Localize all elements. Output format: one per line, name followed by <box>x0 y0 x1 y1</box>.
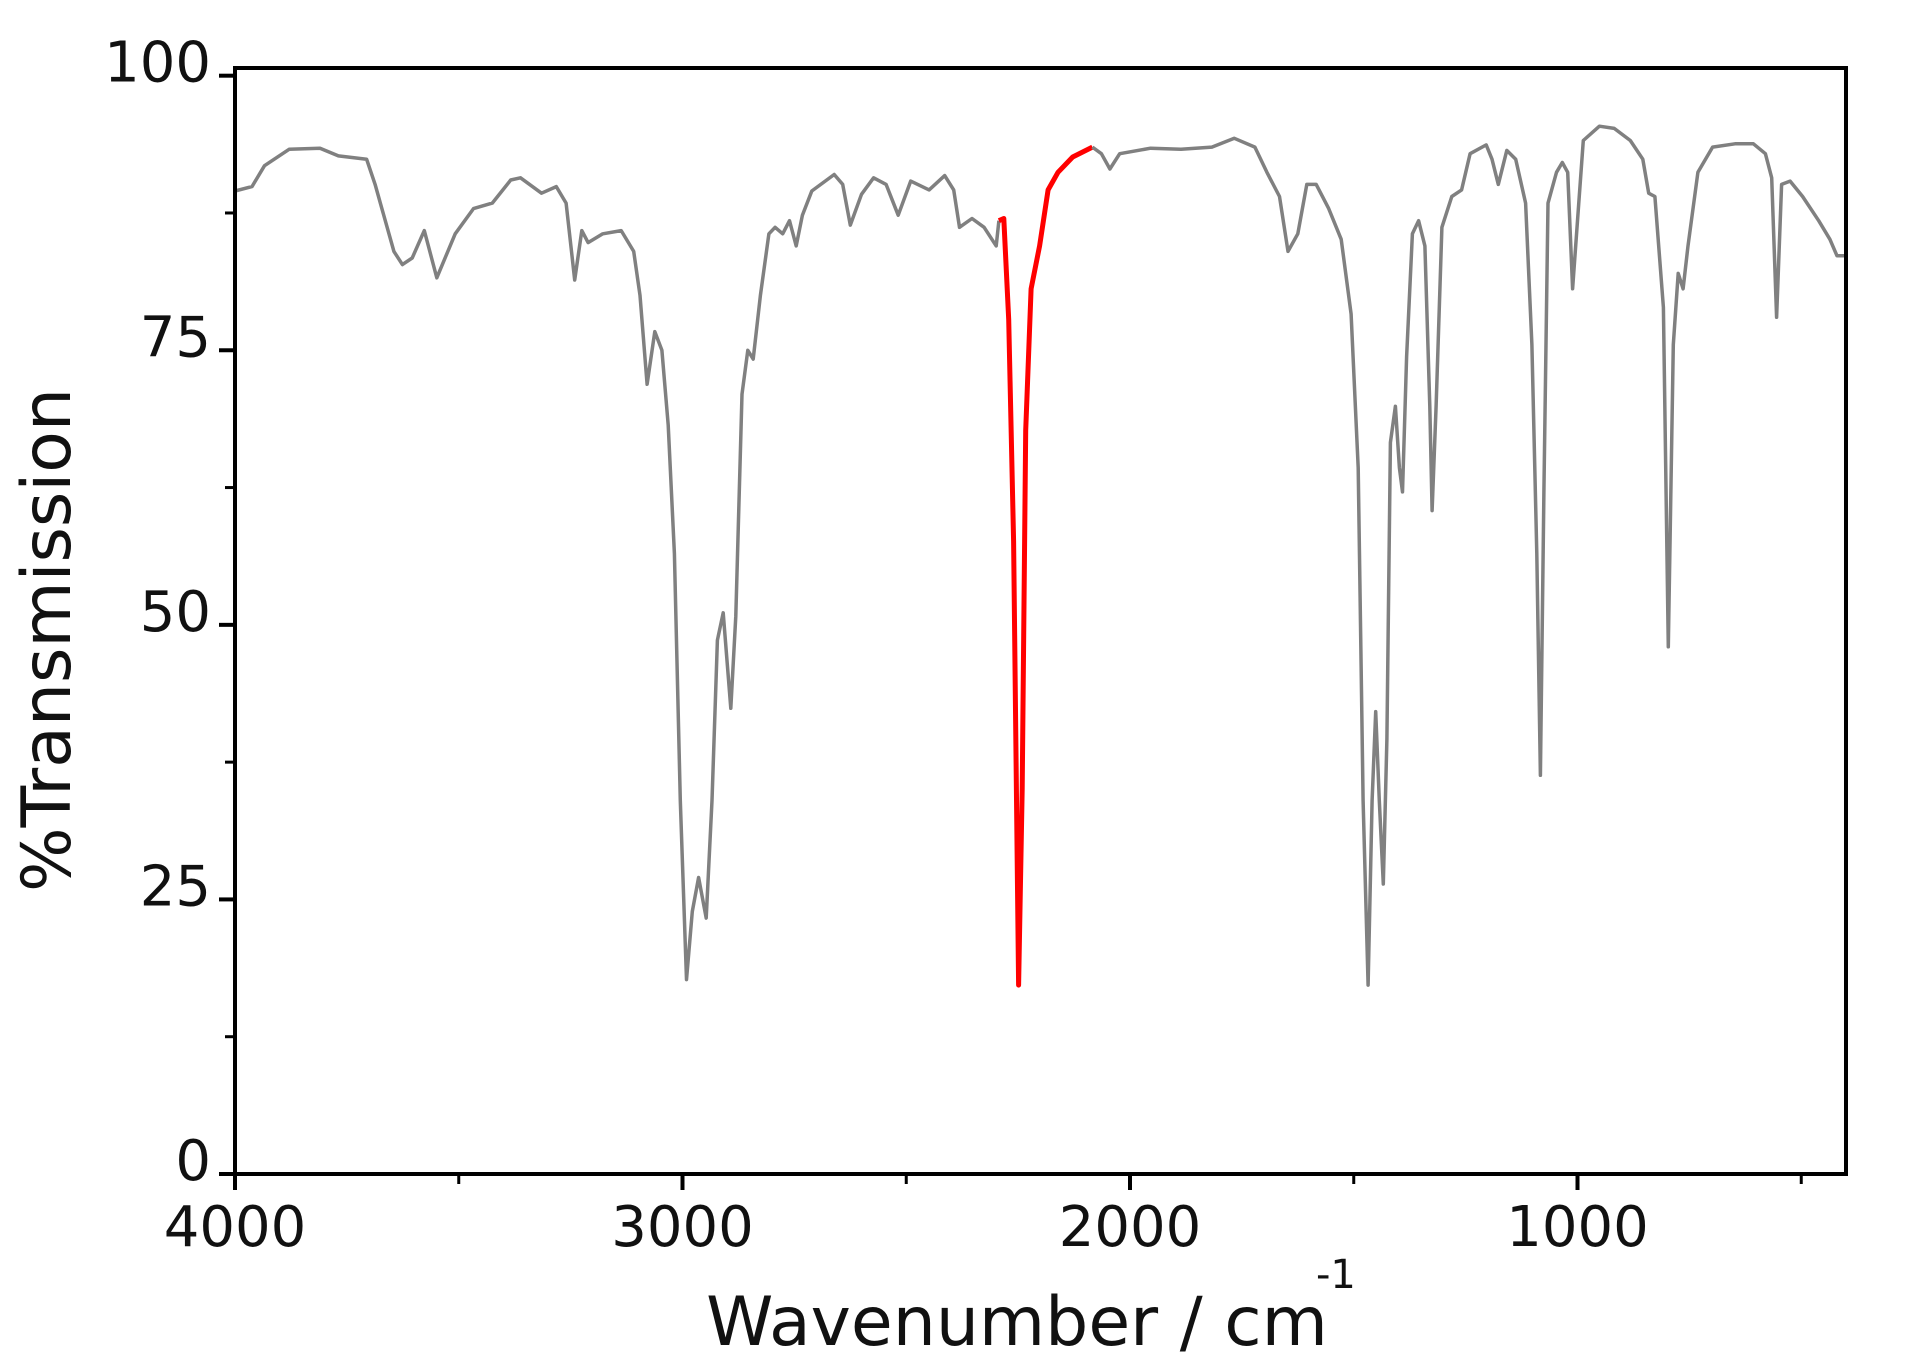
y-tick-label: 50 <box>140 580 211 645</box>
spectrum-series-2 <box>1091 124 1846 987</box>
x-tick-label: 2000 <box>1059 1195 1202 1260</box>
plot-frame <box>233 66 1848 1176</box>
x-axis-label-superscript: -1 <box>1316 1252 1356 1298</box>
spectrum-series-0 <box>234 146 1001 982</box>
y-tick-label: 0 <box>175 1129 211 1194</box>
spectrum-series-1 <box>997 144 1094 988</box>
y-tick-label: 75 <box>140 305 211 370</box>
y-axis-label: %Transmission <box>8 388 87 892</box>
x-tick-label: 4000 <box>164 1195 307 1260</box>
x-tick-label: 3000 <box>611 1195 754 1260</box>
y-tick-label: 25 <box>140 854 211 919</box>
ticks-layer: 4000 3000 2000 1000 0 25 50 75 100 <box>104 31 1803 1260</box>
x-tick-label: 1000 <box>1506 1195 1649 1260</box>
x-axis-label: Wavenumber / cm <box>706 1283 1328 1362</box>
y-tick-label: 100 <box>104 31 211 96</box>
series-layer <box>234 124 1846 988</box>
